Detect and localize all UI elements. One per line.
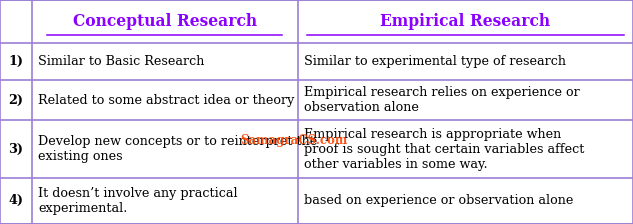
- Text: Similar to experimental type of research: Similar to experimental type of research: [304, 55, 566, 68]
- Text: Empirical Research: Empirical Research: [380, 13, 550, 30]
- Text: Empirical research is appropriate when
proof is sought that certain variables af: Empirical research is appropriate when p…: [304, 128, 584, 171]
- Text: Develop new concepts or to reinterpret the
existing ones: Develop new concepts or to reinterpret t…: [38, 135, 317, 163]
- Text: 2): 2): [8, 94, 23, 107]
- Text: 1): 1): [8, 55, 23, 68]
- Text: Related to some abstract idea or theory: Related to some abstract idea or theory: [38, 94, 294, 107]
- Text: 3): 3): [8, 143, 23, 156]
- Text: Similar to Basic Research: Similar to Basic Research: [38, 55, 204, 68]
- Text: It doesn’t involve any practical
experimental.: It doesn’t involve any practical experim…: [38, 187, 237, 215]
- Text: Empirical research relies on experience or
observation alone: Empirical research relies on experience …: [304, 86, 580, 114]
- Text: Conceptual Research: Conceptual Research: [73, 13, 256, 30]
- Text: based on experience or observation alone: based on experience or observation alone: [304, 194, 573, 207]
- Text: 4): 4): [8, 194, 23, 207]
- Text: SamagraCS.com: SamagraCS.com: [241, 134, 348, 147]
